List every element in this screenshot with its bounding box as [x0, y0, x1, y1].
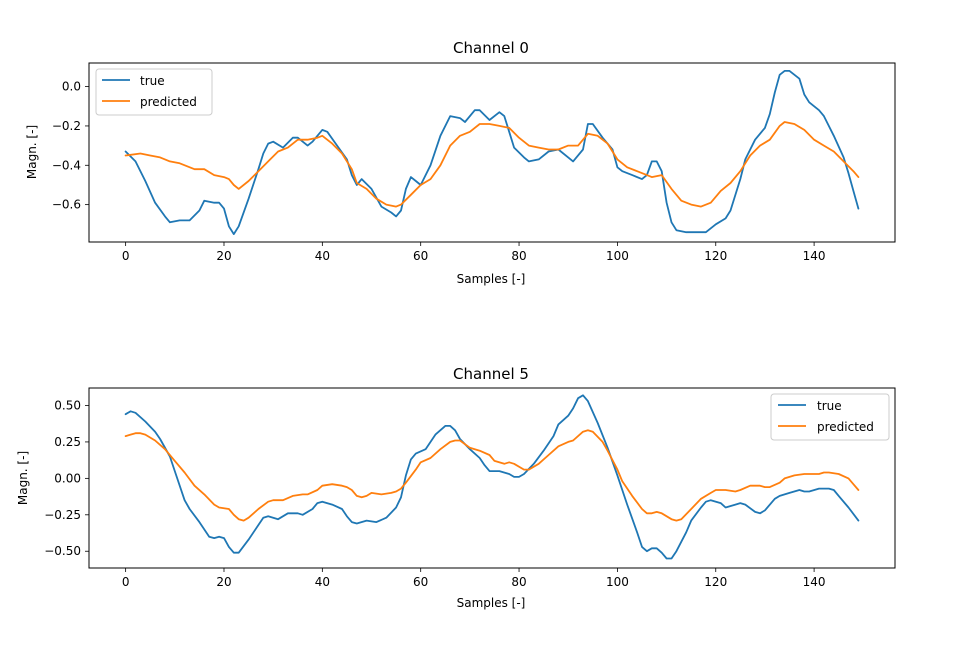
x-axis-label: Samples [-] [457, 272, 526, 286]
y-axis-label: Magn. [-] [25, 125, 39, 179]
legend-label-true: true [140, 74, 165, 88]
y-tick-label: 0.50 [54, 398, 81, 412]
x-tick-label: 120 [704, 249, 727, 263]
series-line-predicted [124, 121, 860, 208]
y-tick-label: 0.0 [62, 80, 81, 94]
legend: true predicted [95, 68, 213, 116]
y-tick-label: 0.00 [54, 471, 81, 485]
x-tick-label: 60 [413, 575, 428, 589]
y-tick-label: −0.2 [52, 119, 81, 133]
y-tick-label: −0.6 [52, 198, 81, 212]
chart-panel-channel-0: Channel 0 0 20 40 60 80 100 120 140 −0.6 −0.4 −0.2… [25, 39, 896, 286]
legend: true predicted [770, 393, 890, 441]
x-tick-label: 40 [315, 575, 330, 589]
x-tick-label: 0 [122, 249, 130, 263]
plot-frame [88, 387, 896, 569]
x-tick-label: 0 [122, 575, 130, 589]
chart-title: Channel 0 [453, 39, 529, 57]
x-tick-label: 40 [315, 249, 330, 263]
x-tick-label: 80 [511, 249, 526, 263]
y-axis-label: Magn. [-] [16, 451, 30, 505]
legend-label-predicted: predicted [140, 95, 197, 109]
legend-label-true: true [817, 399, 842, 413]
series-line-true [124, 394, 860, 560]
y-tick-label: −0.4 [52, 158, 81, 172]
x-tick-label: 80 [511, 575, 526, 589]
y-tick-label: −0.50 [44, 544, 81, 558]
x-tick-label: 100 [606, 575, 629, 589]
series-line-predicted [124, 429, 860, 522]
plot-lines [124, 394, 860, 560]
x-tick-label: 140 [803, 249, 826, 263]
chart-title: Channel 5 [453, 365, 529, 383]
plot-lines [124, 70, 860, 235]
y-tick-label: −0.25 [44, 508, 81, 522]
x-tick-label: 20 [216, 249, 231, 263]
legend-label-predicted: predicted [817, 420, 874, 434]
axis-ticks: 0 20 40 60 80 100 120 140 −0.6 −0.4 −0.2 0.0 [52, 80, 826, 263]
chart-panel-channel-5: Channel 5 0 20 40 60 80 100 120 140 −0.50 −0.25 0.… [16, 365, 896, 610]
axis-ticks: 0 20 40 60 80 100 120 140 −0.50 −0.25 0.00 0.25 0.50 [44, 398, 825, 589]
x-tick-label: 20 [216, 575, 231, 589]
plot-frame [88, 62, 896, 243]
x-tick-label: 140 [803, 575, 826, 589]
x-axis-label: Samples [-] [457, 596, 526, 610]
x-tick-label: 100 [606, 249, 629, 263]
y-tick-label: 0.25 [54, 435, 81, 449]
series-line-true [124, 70, 860, 235]
x-tick-label: 120 [704, 575, 727, 589]
x-tick-label: 60 [413, 249, 428, 263]
